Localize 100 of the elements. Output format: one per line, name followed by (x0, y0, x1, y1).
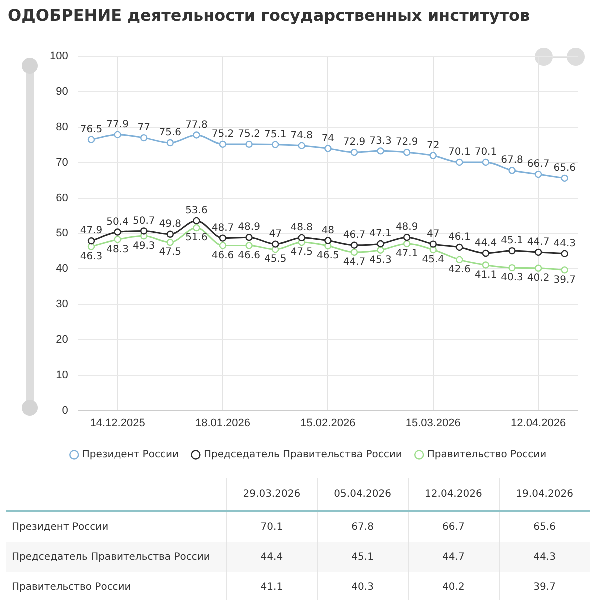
point (88, 136, 96, 144)
point (508, 167, 516, 174)
point (508, 264, 516, 272)
data-label: 50.4 (106, 216, 129, 228)
data-label: 47.1 (370, 228, 392, 240)
x-tick-label: 12.04.2026 (511, 417, 566, 430)
data-label: 75.6 (159, 128, 182, 139)
data-label: 50.7 (132, 216, 156, 227)
point (403, 234, 411, 242)
point (193, 224, 200, 232)
data-label: 75.2 (238, 129, 260, 140)
data-label: 40.2 (408, 572, 500, 600)
point (324, 237, 332, 244)
y-tick-label: 10 (56, 369, 68, 382)
data-label: 46.5 (317, 250, 340, 262)
data-label: 40.2 (527, 273, 550, 284)
data-label: 46.1 (448, 232, 471, 244)
series-label: Председатель Правительства России (6, 542, 226, 572)
data-label: 74.8 (290, 130, 314, 142)
data-label: 44.3 (554, 238, 576, 250)
x-tick-label: 14.12.2025 (90, 417, 146, 430)
point (114, 236, 122, 244)
data-label: 77.9 (106, 119, 129, 130)
point (377, 240, 384, 248)
data-label: 44.7 (343, 257, 366, 268)
y-tick-label: 80 (56, 121, 68, 134)
point (456, 158, 464, 166)
text: Правительство России (11, 580, 132, 594)
point (246, 234, 253, 242)
point (561, 266, 568, 274)
x-tick-label: 15.03.2026 (406, 417, 461, 430)
y-tick-label: 0 (62, 404, 68, 417)
data-label: 65.6 (499, 511, 590, 542)
y-tick-label: 60 (56, 192, 68, 204)
data-label: 77 (138, 122, 150, 134)
point (482, 262, 490, 269)
point (324, 145, 332, 152)
point (114, 228, 122, 236)
data-label: 51.6 (186, 232, 208, 244)
data-label: 45.3 (370, 254, 392, 266)
point (193, 217, 200, 225)
y-tick-label: 70 (56, 156, 68, 169)
chart-title: ОДОБРЕНИЕ деятельности государственных институтов (8, 6, 530, 25)
point (350, 148, 358, 156)
point (140, 228, 148, 235)
data-label: 75.1 (264, 129, 287, 140)
point (166, 238, 174, 246)
category-label: 12.04.2026 (408, 478, 500, 511)
data-label: 72.9 (396, 137, 418, 148)
data-label: 45.5 (264, 254, 287, 266)
data-label: 67.8 (501, 155, 524, 166)
data-label: 77.8 (186, 120, 208, 131)
data-label: 66.7 (408, 511, 500, 542)
point (508, 247, 516, 255)
data-label: 67.8 (317, 511, 408, 542)
y-tick-label: 90 (56, 86, 68, 98)
point (430, 152, 437, 160)
data-label: 70.1 (448, 147, 471, 158)
data-label: 47.1 (396, 248, 418, 260)
data-label: 47.5 (159, 247, 182, 258)
data-label: 48.9 (396, 222, 418, 234)
point (114, 131, 122, 138)
point (482, 250, 490, 258)
data-label: 72.9 (343, 137, 366, 148)
data-label: 49.3 (132, 240, 156, 252)
y-tick-label: 50 (56, 228, 68, 240)
text: Президент России (11, 520, 110, 534)
point (219, 140, 227, 148)
point (456, 244, 464, 252)
data-label: 48.7 (212, 222, 234, 234)
point (534, 264, 542, 272)
point (246, 242, 253, 250)
data-label: 45.1 (317, 542, 408, 572)
point (350, 248, 358, 256)
point (456, 256, 464, 264)
legend-label: Президент России (82, 450, 179, 461)
point (219, 242, 227, 250)
data-label: 48.3 (106, 244, 129, 256)
legend-label: Председатель Правительства России (204, 450, 402, 461)
x-tick-label: 18.01.2026 (195, 417, 251, 430)
point (377, 246, 384, 254)
point (166, 139, 174, 147)
data-label: 65.6 (554, 163, 576, 174)
data-label: 40.3 (501, 272, 524, 284)
legend-label: Правительство России (427, 450, 547, 461)
data-label: 46.7 (343, 230, 366, 241)
data-label: 39.7 (499, 572, 590, 600)
point (298, 142, 306, 150)
point (246, 140, 253, 148)
point (350, 242, 358, 249)
data-label: 44.4 (226, 542, 318, 572)
point (88, 243, 96, 250)
data-label: 39.7 (554, 274, 576, 286)
point (561, 174, 568, 182)
category-label: 19.04.2026 (499, 478, 590, 511)
data-label: 45.1 (501, 236, 524, 247)
data-label: 48.8 (290, 222, 314, 234)
x-tick-label: 15.02.2026 (300, 417, 356, 430)
data-label: 47.5 (290, 247, 314, 258)
data-label: 41.1 (474, 270, 498, 281)
